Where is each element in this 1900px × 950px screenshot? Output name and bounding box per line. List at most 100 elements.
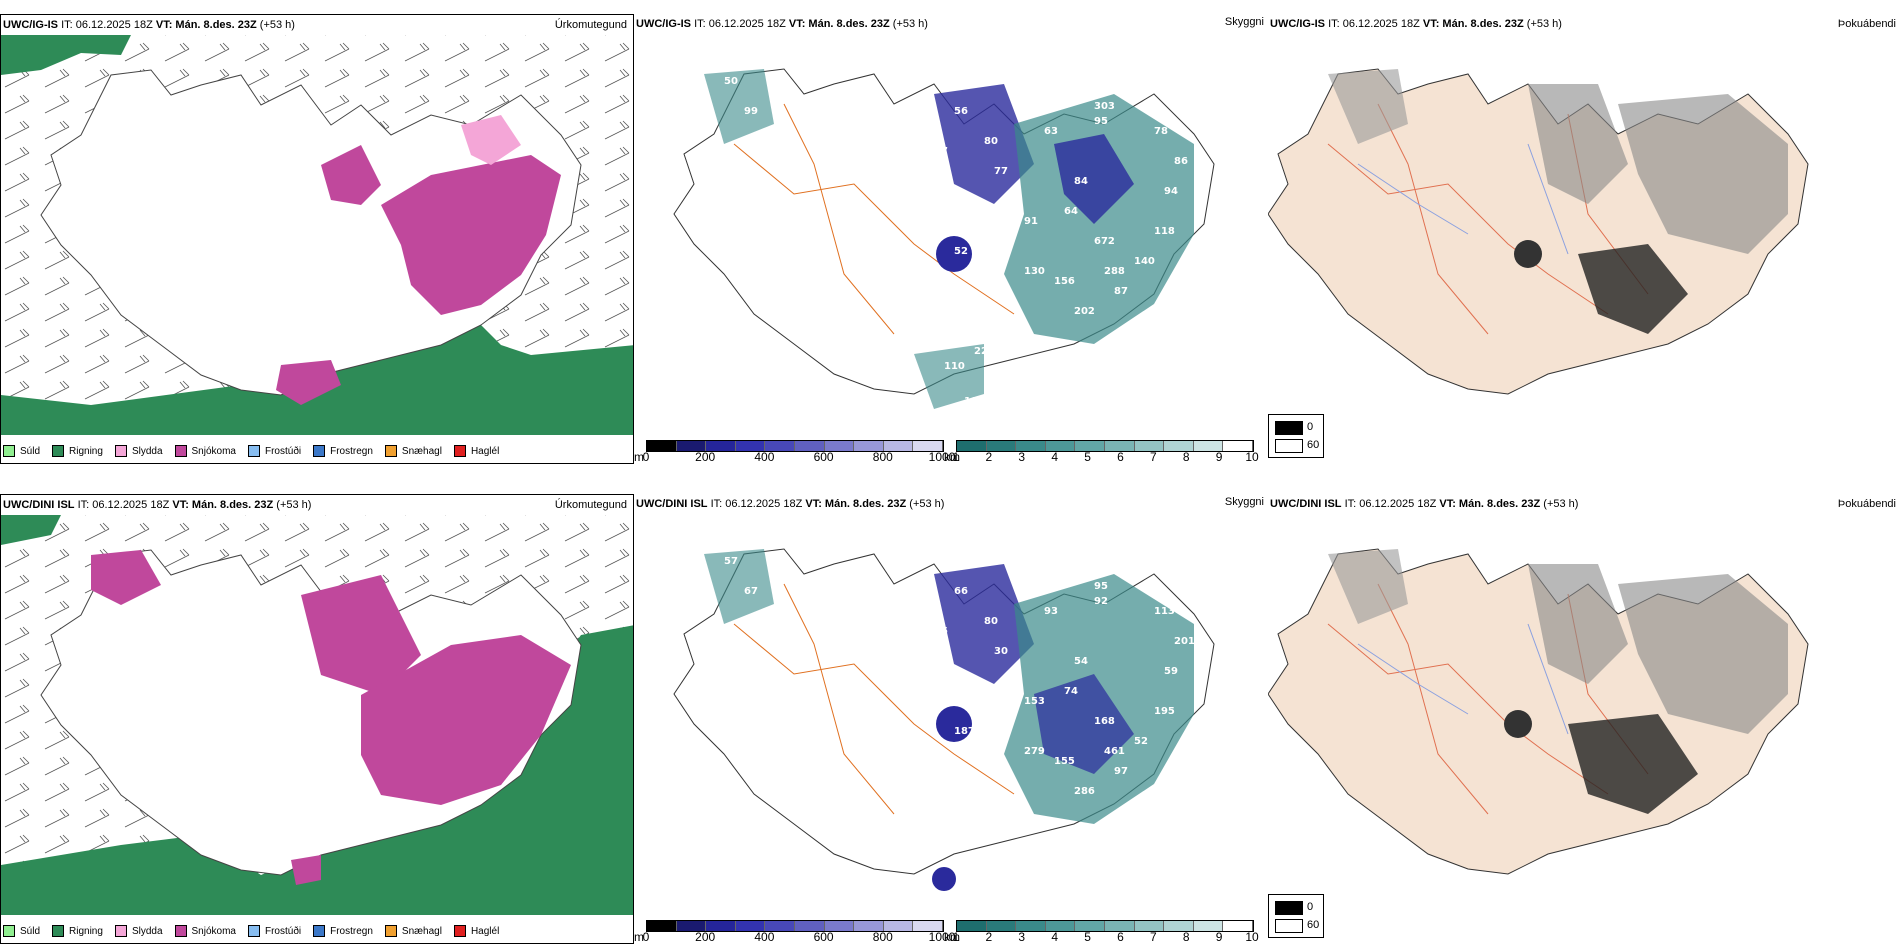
- visibility-value-label: 125: [1074, 566, 1095, 577]
- legend-item: Snjókoma: [174, 445, 236, 457]
- visibility-km-colorbar: km 1 2 3 4 5 6 7 8 9 10: [944, 918, 1259, 944]
- precip-legend: Súld Rigning Slydda Snjókoma Frostúði Fr…: [3, 439, 499, 463]
- visibility-value-label: 672: [1094, 236, 1115, 247]
- visibility-value-label: 64: [1064, 206, 1078, 217]
- visibility-title: Skyggni: [1224, 496, 1264, 508]
- visibility-value-label: 202: [1074, 306, 1095, 317]
- visibility-labels: 50 99 56 67 80 77 63 95 78 84 64 91 52 672 288 130 156 14…: [724, 76, 1188, 407]
- legend-item: Snæhagl: [384, 925, 442, 937]
- model-name: UWC/IG-IS: [3, 19, 58, 31]
- legend-item: Haglél: [453, 445, 499, 457]
- visibility-value-label: 211: [1074, 86, 1095, 97]
- colorbar-tick: 400: [754, 930, 775, 944]
- legend-item: Snjókoma: [174, 925, 236, 937]
- colorbar-tick: 10: [1245, 450, 1259, 464]
- visibility-value-label: 52: [1134, 736, 1148, 747]
- visibility-value-label: 52: [954, 246, 968, 257]
- visibility-value-label: 79: [1034, 96, 1048, 107]
- visibility-value-label: 461: [1104, 746, 1125, 757]
- colorbar-tick: 3: [1018, 450, 1026, 464]
- visibility-value-label: 80: [984, 136, 998, 147]
- visibility-value-label: 97: [1114, 766, 1128, 777]
- legend-item: Slydda: [114, 925, 163, 937]
- visibility-map: 50 99 56 67 80 77 63 95 78 84 64 91 52 672 288 130 156 14…: [673, 68, 1215, 409]
- visibility-value-label: 286: [1074, 786, 1095, 797]
- panel-title: UWC/IG-IS IT: 06.12.2025 18Z VT: Mán. 8.…: [1270, 18, 1562, 30]
- colorbar-tick: 400: [754, 450, 775, 464]
- visibility-value-label: 480: [944, 841, 965, 852]
- visibility-value-label: 121: [974, 826, 995, 837]
- colorbar-tick: 600: [813, 930, 834, 944]
- fog-panel-igis: UWC/IG-IS IT: 06.12.2025 18Z VT: Mán. 8.…: [1268, 14, 1900, 464]
- visibility-map: 57 67 66 55 80 30 93 92 113 54 74 153 187 168 461 279 15…: [673, 548, 1215, 891]
- visibility-value-label: 156: [1054, 276, 1075, 287]
- visibility-labels: 57 67 66 55 80 30 93 92 113 54 74 153 187 168 461 279 15…: [724, 556, 1195, 887]
- precip-legend: Súld Rigning Slydda Snjókoma Frostúði Fr…: [3, 919, 499, 943]
- visibility-value-label: 30: [994, 646, 1008, 657]
- legend-item: Frostúði: [247, 445, 301, 457]
- visibility-panel-dini: UWC/DINI ISL IT: 06.12.2025 18Z VT: Mán.…: [634, 494, 1268, 944]
- legend-item: Súld: [3, 445, 40, 457]
- visibility-m-colorbar: m 0 200 400 600 800 1000: [634, 438, 955, 464]
- colorbar-tick: 1: [952, 930, 960, 944]
- visibility-value-label: 66: [954, 586, 968, 597]
- legend-item: Rigning: [52, 925, 103, 937]
- colorbar-tick: 8: [1182, 930, 1190, 944]
- visibility-value-label: 201: [1174, 636, 1195, 647]
- colorbar-tick: 1: [952, 450, 960, 464]
- legend-item: Haglél: [453, 925, 499, 937]
- colorbar-tick: 0: [642, 930, 650, 944]
- visibility-value-label: 84: [1074, 176, 1088, 187]
- colorbar-tick: 800: [872, 450, 893, 464]
- visibility-value-label: 185: [964, 396, 985, 407]
- legend-item: Snæhagl: [384, 445, 442, 457]
- visibility-panel-igis: UWC/IG-IS IT: 06.12.2025 18Z VT: Mán. 8.…: [634, 14, 1268, 464]
- precip-map: [1, 515, 633, 915]
- panel-title: UWC/DINI ISL IT: 06.12.2025 18Z VT: Mán.…: [1270, 498, 1579, 510]
- panel-title: UWC/IG-IS IT: 06.12.2025 18Z VT: Mán. 8.…: [636, 18, 928, 30]
- visibility-value-label: 110: [944, 361, 965, 372]
- fog-map: [1268, 548, 1809, 875]
- visibility-value-label: 91: [1024, 216, 1038, 227]
- colorbar-tick: 2: [985, 450, 993, 464]
- visibility-value-label: 195: [1154, 706, 1175, 717]
- visibility-value-label: 229: [974, 346, 995, 357]
- fog-panel-dini: UWC/DINI ISL IT: 06.12.2025 18Z VT: Mán.…: [1268, 494, 1900, 944]
- colorbar-tick: 200: [695, 930, 716, 944]
- legend-item: Frostregn: [313, 925, 373, 937]
- panel-title: UWC/DINI ISL IT: 06.12.2025 18Z VT: Mán.…: [636, 498, 945, 510]
- colorbar-tick: 5: [1084, 930, 1091, 944]
- visibility-value-label: 168: [1094, 716, 1115, 727]
- visibility-value-label: 63: [1044, 126, 1058, 137]
- fog-title: Þokuábendi: [1837, 498, 1896, 510]
- legend-item: Súld: [3, 925, 40, 937]
- visibility-value-label: 113: [1154, 606, 1175, 617]
- legend-item: Rigning: [52, 445, 103, 457]
- visibility-value-label: 140: [1134, 256, 1155, 267]
- legend-item: Frostregn: [313, 445, 373, 457]
- visibility-value-label: 56: [954, 106, 968, 117]
- legend-item: Frostúði: [247, 925, 301, 937]
- colorbar-tick: 6: [1117, 450, 1124, 464]
- visibility-value-label: 67: [934, 146, 948, 157]
- visibility-value-label: 59: [1164, 666, 1178, 677]
- visibility-value-label: 99: [744, 106, 758, 117]
- precip-type-title: Úrkomutegund: [554, 19, 627, 31]
- visibility-value-label: 118: [1154, 226, 1175, 237]
- panel-title: UWC/IG-IS IT: 06.12.2025 18Z VT: Mán. 8.…: [3, 19, 295, 31]
- visibility-value-label: 288: [1104, 266, 1125, 277]
- visibility-m-colorbar: m 0 200 400 600 800 1000: [634, 918, 955, 944]
- visibility-value-label: 95: [1094, 116, 1108, 127]
- colorbar-tick: 4: [1051, 450, 1058, 464]
- fog-map: [1268, 68, 1809, 395]
- visibility-value-label: 80: [984, 616, 998, 627]
- precip-map: [1, 35, 633, 435]
- colorbar-tick: 1000: [928, 450, 956, 464]
- visibility-value-label: 93: [1044, 606, 1058, 617]
- visibility-value-label: 57: [724, 556, 738, 567]
- colorbar-tick: 9: [1215, 930, 1223, 944]
- colorbar-tick: 600: [813, 450, 834, 464]
- colorbar-tick: 8: [1182, 450, 1190, 464]
- colorbar-tick: 2: [985, 930, 993, 944]
- visibility-value-label: 187: [954, 726, 975, 737]
